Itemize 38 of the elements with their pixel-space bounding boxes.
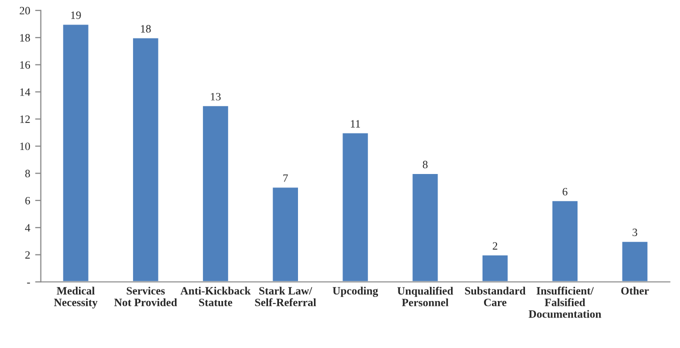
bar xyxy=(132,36,160,282)
data-label: 19 xyxy=(71,12,81,19)
x-tick-label: Unqualified Personnel xyxy=(397,286,454,306)
y-tick-label: 6 xyxy=(25,196,30,204)
data-label: 3 xyxy=(632,228,638,236)
bar xyxy=(271,186,300,282)
x-tick-label: Other xyxy=(621,286,649,295)
bar xyxy=(550,200,579,282)
y-tick-label: 8 xyxy=(25,170,30,178)
data-label: 11 xyxy=(350,120,360,128)
bar xyxy=(411,172,440,282)
x-tick-label: Stark Law/ Self-Referral xyxy=(255,286,316,306)
x-tick-label: Medical Necessity xyxy=(54,286,98,308)
x-tick-label: Services Not Provided xyxy=(114,286,178,306)
y-tick-label: 14 xyxy=(20,88,30,96)
x-tick-label: Upcoding xyxy=(332,286,378,297)
y-tick-label: 18 xyxy=(20,34,30,42)
y-tick-label: 4 xyxy=(25,224,30,232)
bar xyxy=(62,23,90,282)
bar xyxy=(341,132,370,282)
y-tick-label: 12 xyxy=(20,116,30,123)
y-tick-label: 10 xyxy=(20,142,30,150)
bar xyxy=(620,240,649,282)
y-tick-label: 16 xyxy=(20,61,30,69)
data-label: 2 xyxy=(492,242,498,250)
data-label: 7 xyxy=(283,174,288,182)
bar xyxy=(481,254,510,282)
data-label: 6 xyxy=(562,188,568,196)
data-label: 8 xyxy=(422,160,428,168)
data-label: 13 xyxy=(210,92,221,100)
x-tick-label: Anti-Kickback Statute xyxy=(180,286,251,306)
x-tick-label: Insufficient/ Falsified Documentation xyxy=(528,286,602,318)
data-label: 18 xyxy=(141,25,151,33)
y-tick-label: - xyxy=(27,282,30,284)
y-tick-label: 20 xyxy=(20,6,30,14)
x-tick-label: Substandard Care xyxy=(465,286,526,306)
bar xyxy=(202,104,230,282)
y-tick-label: 2 xyxy=(25,251,30,259)
